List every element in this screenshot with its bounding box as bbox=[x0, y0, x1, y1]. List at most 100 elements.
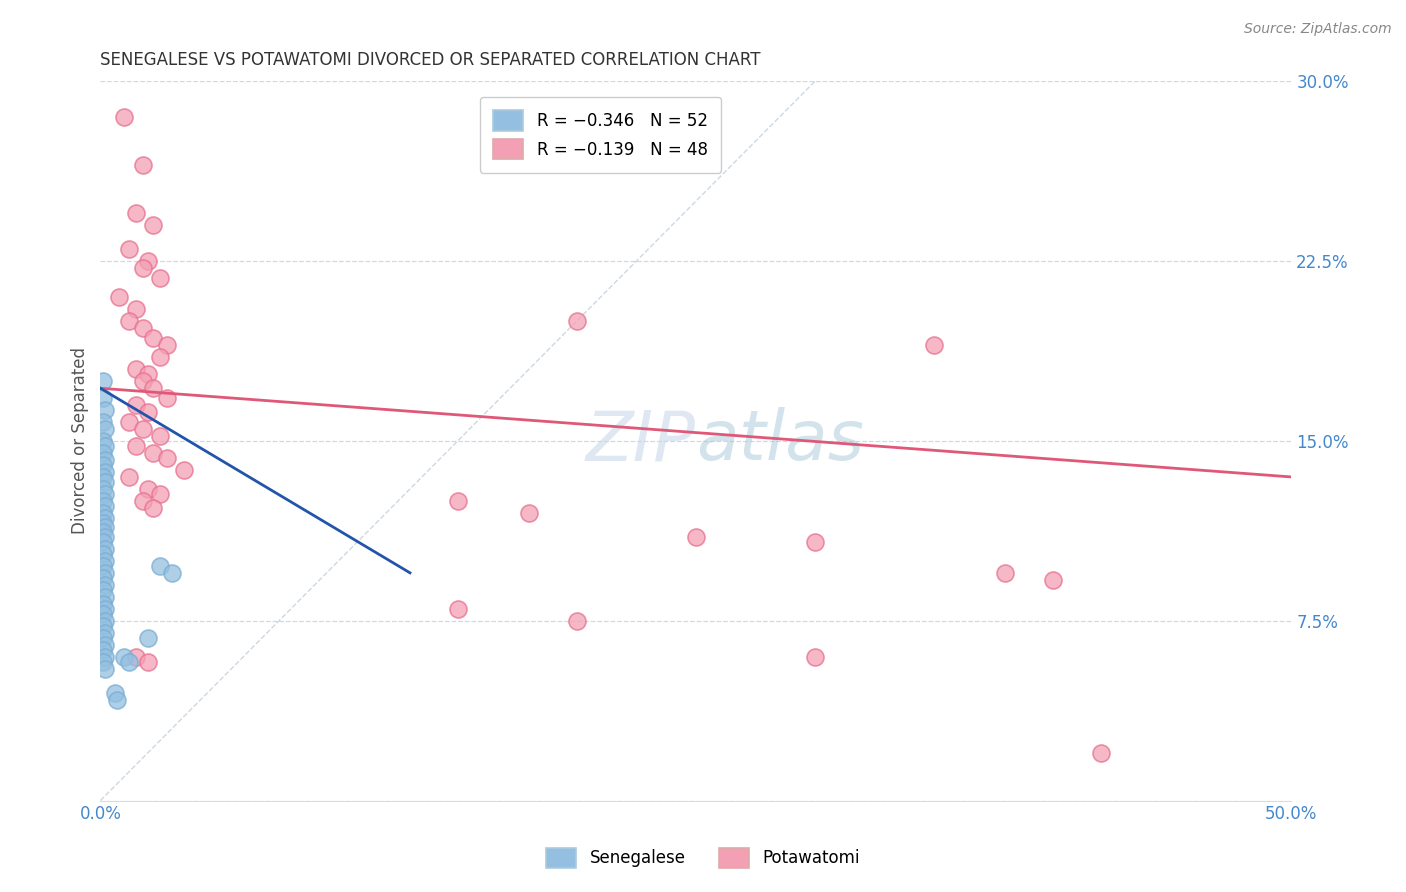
Point bbox=[94, 554, 117, 568]
Point bbox=[104, 686, 127, 700]
Point bbox=[91, 391, 114, 405]
Point bbox=[142, 218, 165, 232]
Y-axis label: Divorced or Separated: Divorced or Separated bbox=[72, 348, 89, 534]
Point bbox=[125, 398, 148, 412]
Point bbox=[94, 614, 117, 628]
Point bbox=[94, 499, 117, 513]
Point bbox=[112, 111, 135, 125]
Point bbox=[94, 422, 117, 436]
Point bbox=[94, 625, 117, 640]
Point bbox=[136, 405, 159, 419]
Point bbox=[149, 350, 172, 364]
Point bbox=[91, 642, 114, 657]
Point bbox=[94, 475, 117, 489]
Point bbox=[804, 649, 827, 664]
Point bbox=[91, 470, 114, 484]
Point bbox=[132, 158, 155, 172]
Point bbox=[108, 290, 131, 304]
Point bbox=[804, 534, 827, 549]
Point bbox=[94, 638, 117, 652]
Point bbox=[118, 470, 141, 484]
Legend: R = −0.346   N = 52, R = −0.139   N = 48: R = −0.346 N = 52, R = −0.139 N = 48 bbox=[479, 97, 721, 172]
Point bbox=[91, 618, 114, 632]
Point bbox=[565, 614, 588, 628]
Point bbox=[118, 415, 141, 429]
Point bbox=[125, 649, 148, 664]
Point bbox=[142, 331, 165, 345]
Point bbox=[91, 534, 114, 549]
Point bbox=[136, 482, 159, 496]
Point bbox=[922, 338, 945, 352]
Point bbox=[1090, 746, 1112, 760]
Point bbox=[142, 446, 165, 460]
Point bbox=[105, 693, 128, 707]
Point bbox=[91, 516, 114, 530]
Point bbox=[94, 530, 117, 544]
Point bbox=[118, 655, 141, 669]
Point bbox=[125, 362, 148, 376]
Point bbox=[149, 558, 172, 573]
Point bbox=[91, 374, 114, 388]
Point bbox=[132, 321, 155, 335]
Point bbox=[91, 415, 114, 429]
Point bbox=[94, 578, 117, 592]
Point bbox=[91, 571, 114, 585]
Point bbox=[94, 402, 117, 417]
Point bbox=[156, 450, 179, 465]
Point bbox=[94, 520, 117, 534]
Text: SENEGALESE VS POTAWATOMI DIVORCED OR SEPARATED CORRELATION CHART: SENEGALESE VS POTAWATOMI DIVORCED OR SEP… bbox=[100, 51, 761, 69]
Point bbox=[149, 429, 172, 443]
Point bbox=[94, 453, 117, 467]
Point bbox=[136, 655, 159, 669]
Point bbox=[94, 662, 117, 676]
Point bbox=[94, 649, 117, 664]
Point bbox=[91, 597, 114, 611]
Point bbox=[136, 631, 159, 645]
Point bbox=[91, 525, 114, 540]
Point bbox=[125, 302, 148, 317]
Point bbox=[91, 482, 114, 496]
Point bbox=[132, 261, 155, 276]
Point bbox=[94, 487, 117, 501]
Point bbox=[91, 582, 114, 597]
Point bbox=[125, 439, 148, 453]
Point bbox=[94, 541, 117, 556]
Point bbox=[91, 446, 114, 460]
Point bbox=[142, 381, 165, 395]
Point bbox=[136, 254, 159, 268]
Point bbox=[91, 494, 114, 508]
Point bbox=[94, 566, 117, 580]
Point bbox=[132, 422, 155, 436]
Text: ZIP: ZIP bbox=[586, 408, 696, 475]
Point bbox=[142, 501, 165, 516]
Point bbox=[91, 607, 114, 621]
Point bbox=[132, 494, 155, 508]
Point bbox=[91, 547, 114, 561]
Point bbox=[446, 494, 468, 508]
Point bbox=[149, 487, 172, 501]
Point bbox=[91, 558, 114, 573]
Point bbox=[173, 463, 195, 477]
Text: Source: ZipAtlas.com: Source: ZipAtlas.com bbox=[1244, 22, 1392, 37]
Point bbox=[156, 391, 179, 405]
Point bbox=[94, 439, 117, 453]
Point bbox=[91, 631, 114, 645]
Point bbox=[118, 314, 141, 328]
Point bbox=[125, 206, 148, 220]
Point bbox=[994, 566, 1017, 580]
Point bbox=[156, 338, 179, 352]
Point bbox=[91, 434, 114, 448]
Point bbox=[1042, 573, 1064, 587]
Point bbox=[94, 590, 117, 604]
Point bbox=[94, 602, 117, 616]
Point bbox=[446, 602, 468, 616]
Point bbox=[94, 465, 117, 479]
Text: atlas: atlas bbox=[696, 408, 863, 475]
Point bbox=[149, 271, 172, 285]
Point bbox=[565, 314, 588, 328]
Point bbox=[160, 566, 183, 580]
Point bbox=[91, 506, 114, 520]
Point bbox=[91, 458, 114, 472]
Point bbox=[517, 506, 540, 520]
Point bbox=[685, 530, 707, 544]
